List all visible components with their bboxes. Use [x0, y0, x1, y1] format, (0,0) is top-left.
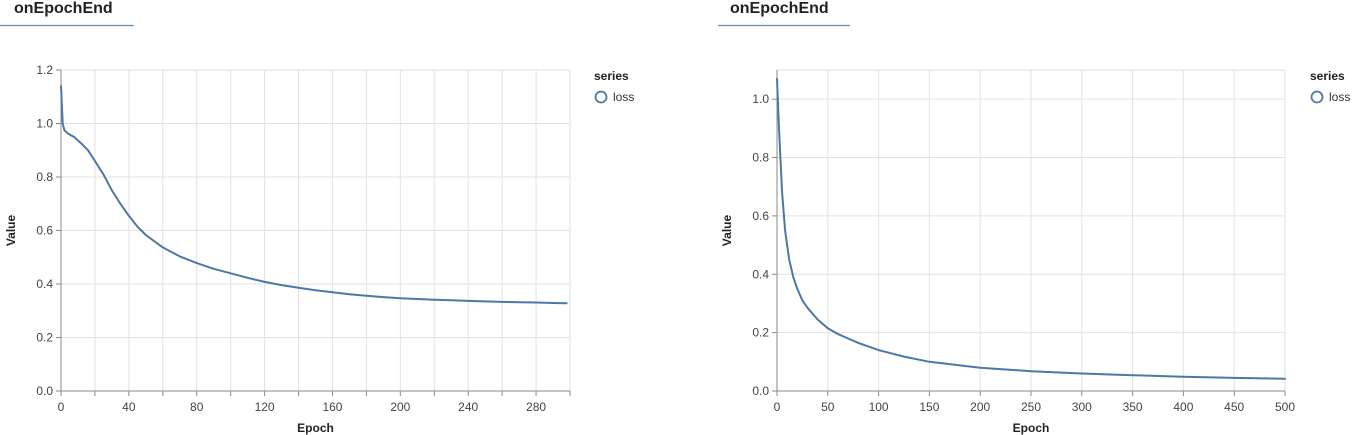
y-tick-label: 0.2	[752, 326, 769, 340]
x-tick-label: 200	[390, 400, 410, 414]
y-tick-label: 0.8	[36, 170, 53, 184]
x-tick-label: 80	[190, 400, 204, 414]
legend-title: series	[1310, 69, 1345, 83]
x-tick-label: 50	[821, 400, 835, 414]
y-axis-title: Value	[4, 215, 18, 247]
x-tick-label: 100	[869, 400, 889, 414]
y-tick-label: 1.0	[752, 92, 769, 106]
y-tick-label: 0.2	[36, 331, 53, 345]
x-tick-label: 300	[1072, 400, 1092, 414]
y-tick-label: 0.0	[752, 384, 769, 398]
x-tick-label: 350	[1123, 400, 1143, 414]
y-tick-label: 1.2	[36, 63, 53, 77]
chart-1: 0 40 80 120 160 200 240 280 0.0 0.2 0.4 0.6 0.8 1.0 1.…	[4, 63, 634, 435]
legend: series loss	[594, 69, 634, 104]
series-line-loss[interactable]	[776, 77, 1286, 380]
legend-symbol[interactable]	[1310, 90, 1324, 104]
x-axis-title: Epoch	[1013, 421, 1050, 435]
x-tick-label: 200	[970, 400, 990, 414]
x-tick-label: 400	[1173, 400, 1193, 414]
x-tick-label: 240	[458, 400, 478, 414]
series-line-loss[interactable]	[60, 85, 568, 305]
x-tick-label: 0	[774, 400, 781, 414]
x-tick-label: 500	[1275, 400, 1295, 414]
legend-symbol[interactable]	[594, 90, 608, 104]
legend: series loss	[1310, 69, 1350, 104]
x-tick-label: 250	[1021, 400, 1041, 414]
x-tick-label: 120	[255, 400, 275, 414]
panel-1-title[interactable]: onEpochEnd	[14, 0, 113, 17]
x-tick-label: 450	[1224, 400, 1244, 414]
y-tick-label: 0.0	[36, 384, 53, 398]
legend-label[interactable]: loss	[613, 90, 634, 104]
x-tick-label: 160	[322, 400, 342, 414]
panel-1: onEpochEnd 0 40 80 120 160 200 240 280 0.0 0.2 0.4…	[0, 0, 634, 435]
chart-2: 0 50 100 150 200 250 300 350 400 450 500 0.0 0.2 0.4 0…	[720, 69, 1350, 435]
x-tick-label: 40	[122, 400, 136, 414]
y-tick-label: 1.0	[36, 117, 53, 131]
y-tick-label: 0.4	[36, 277, 53, 291]
y-tick-label: 0.8	[752, 151, 769, 165]
y-tick-label: 0.6	[36, 224, 53, 238]
y-axis-title: Value	[720, 215, 734, 247]
y-tick-label: 0.4	[752, 267, 769, 281]
x-axis-title: Epoch	[297, 421, 334, 435]
panel-2: onEpochEnd 0 50 100 150 200 250 300 350 400 450 50…	[718, 0, 1350, 435]
legend-label[interactable]: loss	[1329, 90, 1350, 104]
panel-2-title[interactable]: onEpochEnd	[730, 0, 829, 17]
x-tick-label: 150	[919, 400, 939, 414]
x-tick-label: 0	[58, 400, 65, 414]
y-tick-label: 0.6	[752, 209, 769, 223]
x-tick-label: 280	[526, 400, 546, 414]
legend-title: series	[594, 69, 629, 83]
